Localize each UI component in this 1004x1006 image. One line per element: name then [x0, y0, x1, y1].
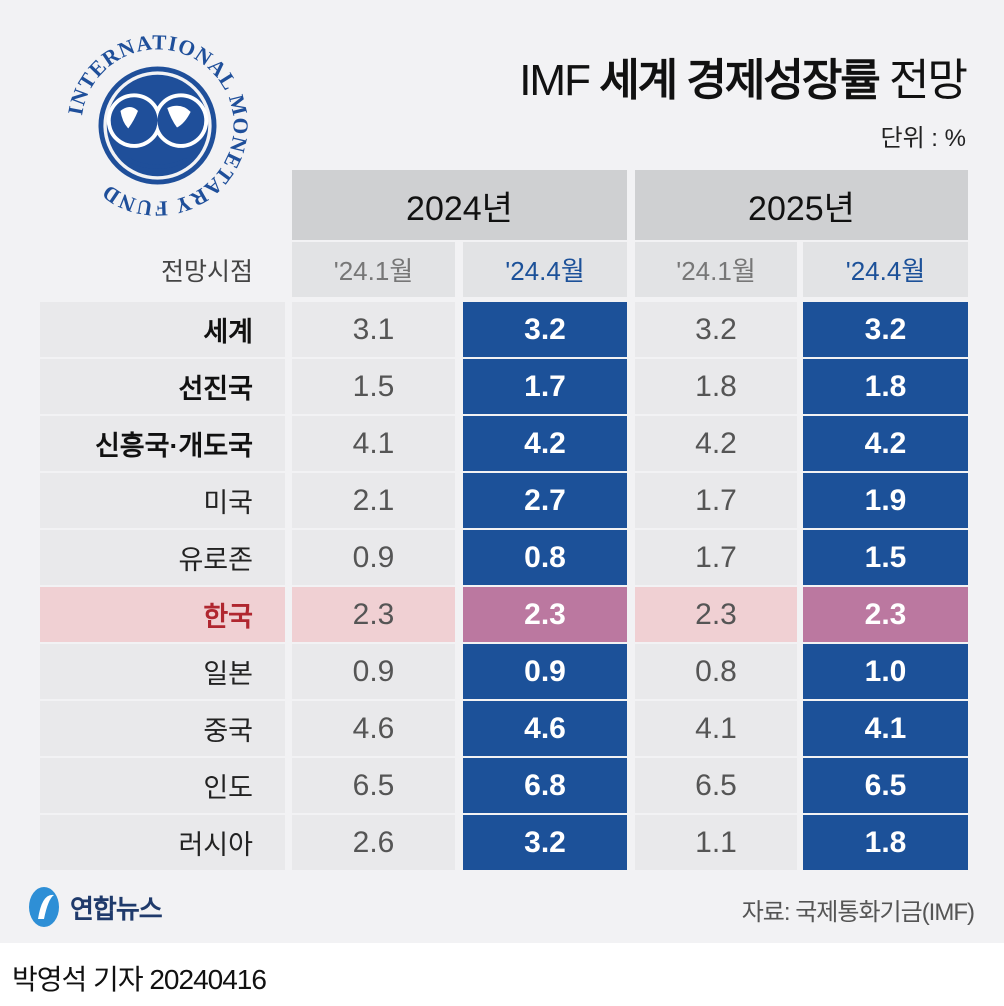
value-cell: 1.7 — [635, 530, 797, 585]
row-label: 일본 — [40, 644, 285, 699]
imf-seal-logo: INTERNATIONAL MONETARY FUND — [63, 30, 251, 220]
value-cell: 2.3 — [463, 587, 627, 642]
value-cell: 2.3 — [292, 587, 455, 642]
forecast-date-header: '24.4월 — [803, 242, 968, 297]
row-label: 인도 — [40, 758, 285, 813]
value-cell: 4.2 — [635, 416, 797, 471]
row-label: 한국 — [40, 587, 285, 642]
value-cell: 1.8 — [803, 359, 968, 414]
value-cell: 6.5 — [635, 758, 797, 813]
value-cell: 1.5 — [803, 530, 968, 585]
row-label: 신흥국·개도국 — [40, 416, 285, 471]
value-cell: 1.9 — [803, 473, 968, 528]
year-header: 2024년 — [292, 170, 627, 240]
value-cell: 4.2 — [803, 416, 968, 471]
title-prefix: IMF — [519, 56, 591, 105]
value-cell: 1.8 — [635, 359, 797, 414]
yonhap-logo: 연합뉴스 — [26, 885, 163, 929]
value-cell: 4.6 — [463, 701, 627, 756]
value-cell: 3.2 — [463, 815, 627, 870]
value-cell: 1.5 — [292, 359, 455, 414]
unit-label: 단위 : % — [880, 125, 966, 152]
value-cell: 4.1 — [635, 701, 797, 756]
brand-name: 연합뉴스 — [70, 893, 163, 924]
value-cell: 0.9 — [292, 644, 455, 699]
value-cell: 2.3 — [803, 587, 968, 642]
page-title: IMF 세계 경제성장률 전망 — [519, 44, 968, 108]
value-cell: 3.2 — [803, 302, 968, 357]
value-cell: 6.5 — [803, 758, 968, 813]
forecast-date-header: '24.1월 — [635, 242, 797, 297]
value-cell: 6.5 — [292, 758, 455, 813]
value-cell: 1.7 — [463, 359, 627, 414]
value-cell: 1.0 — [803, 644, 968, 699]
title-suffix: 전망 — [889, 56, 968, 105]
byline: 박영석 기자 20240416 — [12, 964, 267, 995]
row-label: 중국 — [40, 701, 285, 756]
value-cell: 0.9 — [463, 644, 627, 699]
forecast-date-header: '24.4월 — [463, 242, 627, 297]
row-label: 러시아 — [40, 815, 285, 870]
value-cell: 4.6 — [292, 701, 455, 756]
row-label: 선진국 — [40, 359, 285, 414]
year-header: 2025년 — [635, 170, 968, 240]
row-header-label: 전망시점 — [160, 257, 253, 286]
value-cell: 3.2 — [635, 302, 797, 357]
row-label: 유로존 — [40, 530, 285, 585]
value-cell: 1.1 — [635, 815, 797, 870]
value-cell: 3.1 — [292, 302, 455, 357]
value-cell: 0.9 — [292, 530, 455, 585]
value-cell: 2.3 — [635, 587, 797, 642]
forecast-date-header: '24.1월 — [292, 242, 455, 297]
value-cell: 1.8 — [803, 815, 968, 870]
value-cell: 2.7 — [463, 473, 627, 528]
value-cell: 4.1 — [292, 416, 455, 471]
value-cell: 3.2 — [463, 302, 627, 357]
title-bold: 세계 경제성장률 — [599, 56, 881, 105]
value-cell: 4.1 — [803, 701, 968, 756]
value-cell: 2.6 — [292, 815, 455, 870]
value-cell: 2.1 — [292, 473, 455, 528]
value-cell: 1.7 — [635, 473, 797, 528]
row-label: 세계 — [40, 302, 285, 357]
value-cell: 0.8 — [635, 644, 797, 699]
source-note: 자료: 국제통화기금(IMF) — [741, 899, 975, 926]
row-label: 미국 — [40, 473, 285, 528]
yonhap-globe-icon — [29, 887, 59, 927]
value-cell: 0.8 — [463, 530, 627, 585]
value-cell: 4.2 — [463, 416, 627, 471]
value-cell: 6.8 — [463, 758, 627, 813]
